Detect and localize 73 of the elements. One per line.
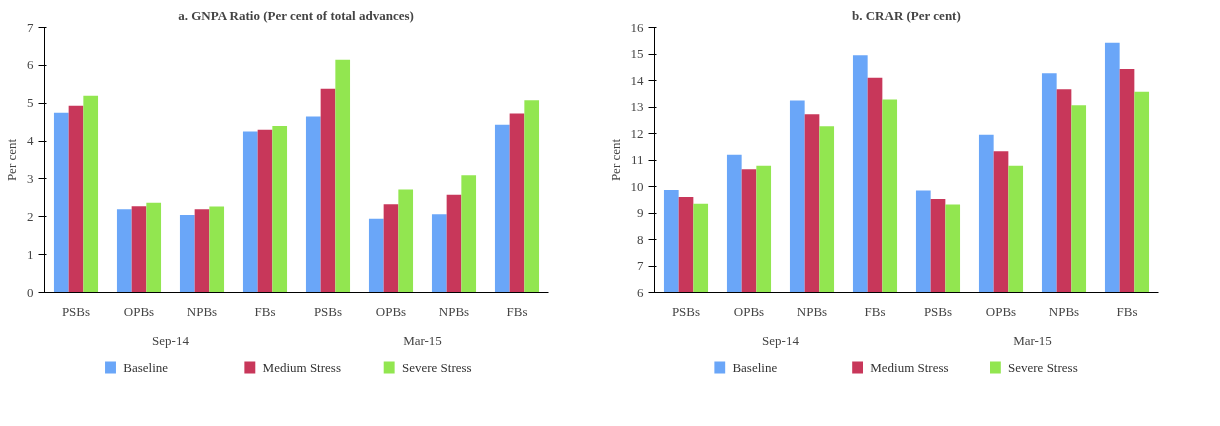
bar (383, 204, 399, 293)
bar (398, 189, 414, 293)
x-tick-label: OPBs (985, 303, 1017, 319)
y-tick-label: 14 (630, 72, 644, 88)
y-tick-label: 0 (27, 284, 34, 300)
y-tick-label: 4 (27, 133, 34, 149)
x-tick-label: PSBs (61, 303, 91, 319)
y-tick-label: 13 (630, 99, 644, 114)
chart-title: a. GNPA Ratio (Per cent of total advances) (178, 7, 414, 23)
bar (446, 194, 462, 293)
legend-label: Medium Stress (870, 360, 949, 375)
y-tick-label: 12 (630, 125, 644, 141)
bar (116, 209, 132, 293)
y-tick-label: 1 (27, 246, 34, 262)
y-tick-label: 6 (637, 284, 644, 300)
bar (194, 209, 210, 293)
x-tick-label: PSBs (671, 303, 701, 319)
x-tick-label: NPBs (796, 303, 828, 319)
x-tick-label: FBs (254, 303, 276, 319)
y-axis-title: Per cent (607, 138, 623, 182)
y-tick-label: 16 (630, 19, 644, 35)
y-tick-label: 7 (637, 258, 644, 273)
y-tick-label: 8 (637, 231, 644, 247)
x-tick-label: OPBs (123, 303, 155, 319)
bar (431, 214, 447, 293)
bar (68, 105, 84, 293)
y-tick-label: 5 (27, 95, 34, 111)
text: Sep-14 (152, 332, 190, 348)
legend-label: Baseline (123, 360, 169, 375)
y-tick-label: 7 (27, 19, 34, 35)
legend-label: Baseline (732, 360, 778, 375)
bar (272, 125, 288, 293)
bar (335, 59, 351, 293)
bar (83, 95, 99, 293)
bar (509, 113, 525, 293)
y-tick-label: 10 (630, 178, 644, 194)
y-tick-label: 9 (637, 205, 644, 220)
bar (320, 88, 336, 293)
legend-label: Severe Stress (1008, 360, 1078, 375)
legend-label: Medium Stress (262, 360, 341, 375)
y-tick-label: 11 (630, 152, 644, 167)
y-tick-label: 3 (27, 170, 34, 186)
legend-label: Severe Stress (401, 360, 472, 375)
text: Mar-15 (403, 332, 442, 348)
x-tick-label: FBs (506, 303, 528, 319)
y-axis-title: Per cent (4, 138, 19, 182)
bar (305, 116, 321, 293)
x-tick-label: PSBs (313, 303, 343, 319)
bar (53, 112, 69, 293)
y-tick-label: 2 (27, 208, 34, 224)
bar (242, 131, 258, 293)
bar (209, 206, 225, 293)
bar (494, 124, 510, 293)
x-tick-label: NPBs (1048, 303, 1080, 319)
text: Sep-14 (762, 332, 800, 348)
x-tick-label: FBs (1116, 303, 1138, 319)
bar (524, 100, 540, 293)
chart-title: b. CRAR (Per cent) (851, 7, 961, 23)
x-tick-label: PSBs (923, 303, 953, 319)
x-tick-label: NPBs (186, 303, 218, 319)
bar (368, 218, 384, 293)
x-tick-label: OPBs (375, 303, 407, 319)
y-tick-label: 15 (630, 46, 644, 61)
x-tick-label: OPBs (733, 303, 765, 319)
bar (257, 129, 273, 293)
text: Mar-15 (1013, 332, 1052, 348)
bar (179, 214, 195, 293)
x-tick-label: NPBs (438, 303, 470, 319)
bar (146, 202, 162, 293)
y-tick-label: 6 (27, 57, 34, 73)
bar (131, 206, 147, 293)
x-tick-label: FBs (864, 303, 886, 319)
bar (461, 175, 477, 293)
